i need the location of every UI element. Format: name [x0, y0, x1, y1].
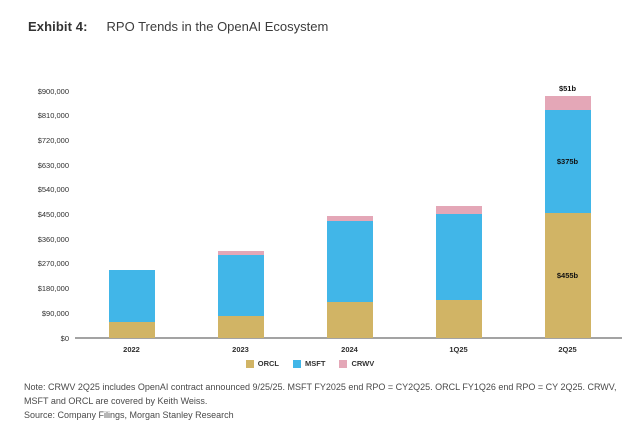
- legend-label-crwv: CRWV: [351, 359, 375, 368]
- y-tick-label: $720,000: [37, 135, 69, 145]
- bar-value-label-orcl: $455b: [556, 271, 579, 281]
- x-tick-label-2024: 2024: [341, 345, 358, 354]
- legend-swatch-msft: [293, 359, 302, 368]
- y-tick-label: $360,000: [37, 234, 69, 244]
- bar-segment-crwv-2024: [326, 216, 373, 221]
- bar-value-label-msft: $375b: [556, 157, 579, 167]
- y-tick-label: $180,000: [37, 284, 69, 294]
- legend-item-crwv: CRWV: [339, 359, 374, 368]
- note-text: Note: CRWV 2Q25 includes OpenAI contract…: [24, 382, 617, 406]
- x-axis-line: [75, 337, 622, 339]
- x-tick-label-1q25: 1Q25: [449, 345, 468, 354]
- exhibit-label: Exhibit 4:: [28, 19, 88, 34]
- chart-header: Exhibit 4: RPO Trends in the OpenAI Ecos…: [28, 19, 328, 34]
- bar-segment-crwv-2023: [217, 251, 264, 256]
- y-tick-label: $270,000: [37, 259, 69, 269]
- y-tick-label: $0: [60, 333, 69, 343]
- bar-segment-msft-1q25: [435, 213, 482, 301]
- bar-segment-orcl-2024: [326, 302, 373, 338]
- legend-item-orcl: ORCL: [245, 359, 280, 368]
- y-tick-label: $810,000: [37, 111, 69, 121]
- bar-segment-msft-2023: [217, 255, 264, 317]
- y-tick-label: $90,000: [41, 308, 69, 318]
- bar-segment-msft-2q25: [544, 110, 591, 214]
- y-tick-label: $630,000: [37, 160, 69, 170]
- bar-segment-orcl-2022: [108, 321, 155, 338]
- bar-segment-orcl-2023: [217, 316, 264, 338]
- legend-swatch-orcl: [245, 359, 254, 368]
- x-tick-label-2q25: 2Q25: [558, 345, 577, 354]
- bar-value-label-crwv: $51b: [558, 84, 577, 94]
- chart-legend: ORCL MSFT CRWV: [0, 359, 620, 368]
- chart-footer: Note: CRWV 2Q25 includes OpenAI contract…: [24, 380, 628, 422]
- y-tick-label: $540,000: [37, 185, 69, 195]
- y-tick-label: $900,000: [37, 86, 69, 96]
- legend-item-msft: MSFT: [293, 359, 325, 368]
- page-title: RPO Trends in the OpenAI Ecosystem: [106, 19, 329, 34]
- x-tick-label-2022: 2022: [123, 345, 140, 354]
- bar-segment-orcl-1q25: [435, 300, 482, 338]
- source-text: Source: Company Filings, Morgan Stanley …: [24, 410, 234, 420]
- legend-swatch-crwv: [339, 359, 348, 368]
- legend-label-orcl: ORCL: [257, 359, 280, 368]
- legend-label-msft: MSFT: [305, 359, 326, 368]
- x-tick-label-2023: 2023: [232, 345, 249, 354]
- bar-segment-msft-2022: [108, 269, 155, 322]
- bar-segment-msft-2024: [326, 220, 373, 303]
- bar-segment-crwv-2q25: [544, 96, 591, 111]
- bar-segment-orcl-2q25: [544, 213, 591, 338]
- bar-segment-crwv-1q25: [435, 205, 482, 214]
- y-tick-label: $450,000: [37, 210, 69, 219]
